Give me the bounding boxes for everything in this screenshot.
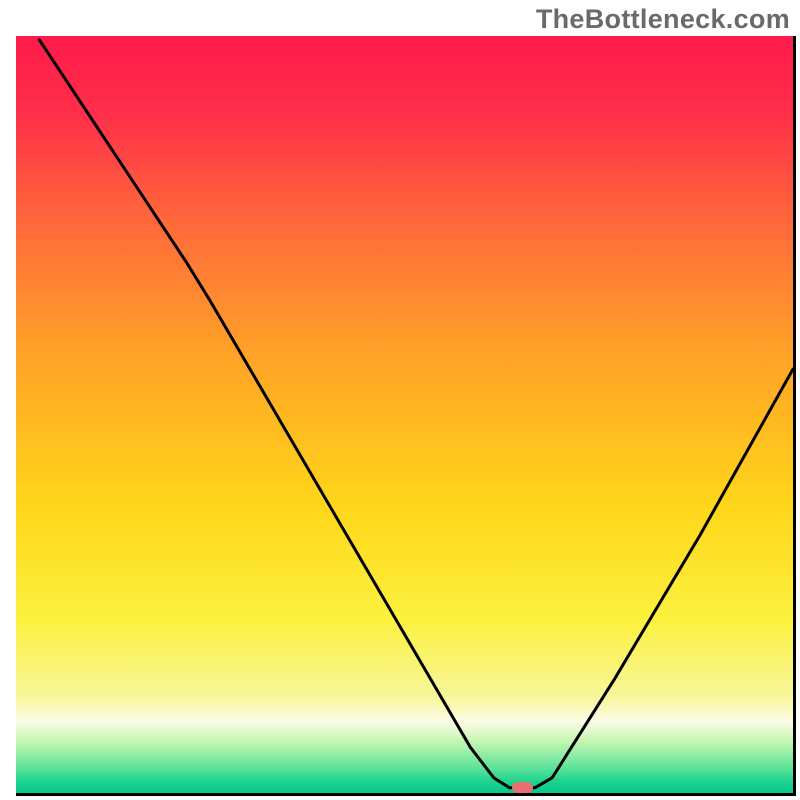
chart-container: TheBottleneck.com <box>0 0 800 800</box>
watermark-text: TheBottleneck.com <box>536 4 790 35</box>
plot-area <box>16 36 793 793</box>
plot-frame-right <box>793 36 796 796</box>
plot-frame-bottom <box>16 793 796 796</box>
bottleneck-curve <box>16 36 793 793</box>
optimal-point-marker <box>512 782 534 793</box>
